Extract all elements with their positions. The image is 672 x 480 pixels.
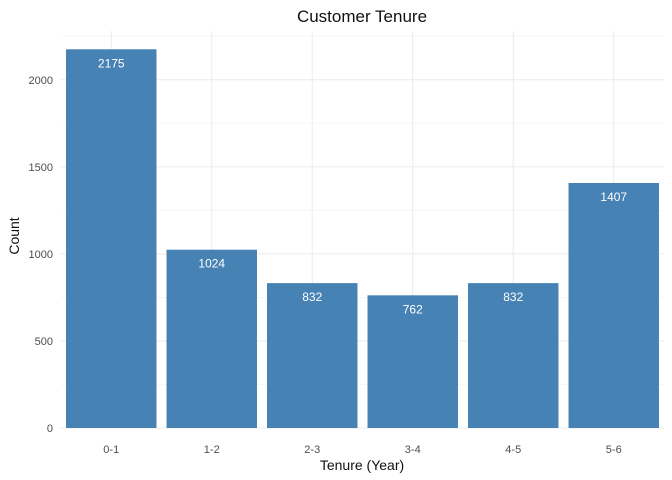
bar xyxy=(166,249,257,428)
chart-title: Customer Tenure xyxy=(297,7,427,26)
bar-value-label: 762 xyxy=(403,302,423,316)
bar xyxy=(267,283,358,428)
y-axis-ticks: 0 500 1000 1500 2000 xyxy=(29,75,53,435)
x-axis-ticks: 0-1 1-2 2-3 3-4 4-5 5-6 xyxy=(103,444,621,456)
y-axis-title: Count xyxy=(6,217,22,254)
bar-value-label: 2175 xyxy=(98,56,125,70)
x-tick-label: 1-2 xyxy=(204,444,220,456)
x-axis-title: Tenure (Year) xyxy=(320,457,404,473)
x-tick-label: 0-1 xyxy=(103,444,119,456)
y-tick-label: 1000 xyxy=(29,249,53,261)
x-tick-label: 4-5 xyxy=(505,444,521,456)
y-tick-label: 1500 xyxy=(29,162,53,174)
bar-value-label: 832 xyxy=(302,290,322,304)
x-tick-label: 5-6 xyxy=(606,444,622,456)
bars xyxy=(66,49,659,428)
x-tick-label: 2-3 xyxy=(304,444,320,456)
bar xyxy=(367,295,458,428)
bar-value-label: 832 xyxy=(503,290,523,304)
x-tick-label: 3-4 xyxy=(405,444,421,456)
bar xyxy=(468,283,559,428)
bar-value-label: 1407 xyxy=(600,190,627,204)
bar-value-labels: 2175 1024 832 762 832 1407 xyxy=(98,56,628,316)
bar xyxy=(66,49,157,428)
y-tick-label: 0 xyxy=(47,423,53,435)
bar xyxy=(568,183,659,428)
y-tick-label: 500 xyxy=(35,336,53,348)
y-tick-label: 2000 xyxy=(29,75,53,87)
bar-value-label: 1024 xyxy=(198,257,225,271)
